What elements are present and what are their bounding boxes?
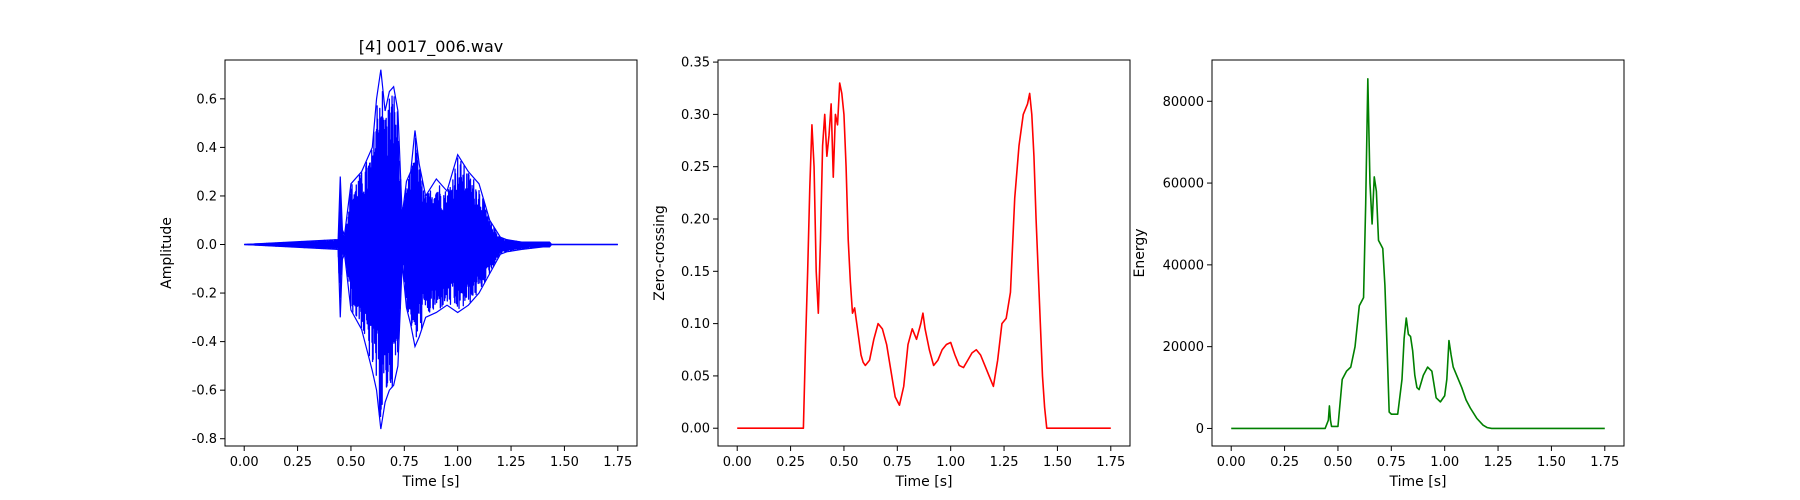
y-tick-label: 0.30 [681, 108, 710, 123]
series-line [737, 82, 1111, 430]
x-tick-label: 0.50 [829, 455, 858, 470]
plot-frame [224, 59, 638, 447]
x-tick-label: 0.75 [883, 455, 912, 470]
y-tick-label: 20000 [1163, 340, 1204, 355]
x-tick-label: 1.75 [1590, 455, 1619, 470]
x-axis-label: Time [s] [895, 474, 953, 490]
zero-crossing-panel: 0.00 0.25 0.50 0.75 1.00 1.25 1.50 1.75 0.00 0.05… [652, 56, 1131, 490]
x-tick-label: 0.00 [230, 455, 259, 470]
x-tick-label: 1.00 [936, 455, 965, 470]
series-line [1231, 77, 1605, 430]
x-tick-label: 1.25 [1484, 455, 1513, 470]
x-tick-label: 0.25 [776, 455, 805, 470]
amplitude-panel: 0.00 0.25 0.50 0.75 1.00 1.25 1.50 1.75 -0.8 -0.6… [159, 37, 638, 490]
y-tick-label: -0.6 [192, 384, 217, 399]
x-tick-label: 1.75 [603, 455, 632, 470]
x-tick-label: 0.50 [1323, 455, 1352, 470]
y-tick-label: -0.2 [192, 287, 217, 302]
y-tick-label: 0.00 [681, 422, 710, 437]
y-tick-label: 0.0 [196, 238, 217, 253]
plot-frame [717, 59, 1131, 447]
y-tick-label: 0.2 [196, 189, 217, 204]
y-tick-label: 60000 [1163, 177, 1204, 192]
y-tick-label: 0.15 [681, 265, 710, 280]
x-axis-label: Time [s] [1389, 474, 1447, 490]
amplitude-series-line [243, 90, 619, 418]
x-tick-label: 1.00 [443, 455, 472, 470]
plot-frame [1211, 59, 1625, 447]
y-tick-label: 0 [1196, 422, 1204, 437]
amplitude-lower-envelope [244, 243, 618, 430]
x-tick-label: 0.25 [1270, 455, 1299, 470]
x-tick-label: 1.50 [1537, 455, 1566, 470]
x-tick-label: 1.50 [550, 455, 579, 470]
y-tick-label: 0.25 [681, 160, 710, 175]
y-tick-label: 0.4 [196, 141, 217, 156]
y-tick-label: 40000 [1163, 258, 1204, 273]
y-tick-label: -0.4 [192, 335, 217, 350]
y-axis-label: Amplitude [159, 217, 175, 289]
y-tick-label: 0.05 [681, 369, 710, 384]
x-tick-label: 0.50 [336, 455, 365, 470]
y-axis-label: Energy [1132, 228, 1148, 277]
x-tick-label: 0.75 [1377, 455, 1406, 470]
y-tick-label: 80000 [1163, 95, 1204, 110]
y-tick-label: 0.10 [681, 317, 710, 332]
x-tick-label: 0.00 [1217, 455, 1246, 470]
x-tick-label: 1.25 [497, 455, 526, 470]
x-axis-label: Time [s] [402, 474, 460, 490]
x-tick-label: 1.25 [990, 455, 1019, 470]
y-tick-label: 0.20 [681, 213, 710, 228]
y-axis-label: Zero-crossing [652, 205, 668, 300]
x-tick-label: 0.75 [390, 455, 419, 470]
y-tick-label: 0.35 [681, 56, 710, 71]
energy-panel: 0.00 0.25 0.50 0.75 1.00 1.25 1.50 1.75 0 20000 40… [1132, 59, 1625, 490]
y-tick-label: -0.8 [192, 432, 217, 447]
x-tick-label: 1.00 [1430, 455, 1459, 470]
y-tick-label: 0.6 [196, 92, 217, 107]
amplitude-upper-envelope [244, 69, 618, 246]
x-tick-label: 1.75 [1096, 455, 1125, 470]
x-tick-label: 0.00 [723, 455, 752, 470]
panel-title: [4] 0017_006.wav [359, 37, 503, 57]
x-tick-label: 0.25 [283, 455, 312, 470]
x-tick-label: 1.50 [1043, 455, 1072, 470]
